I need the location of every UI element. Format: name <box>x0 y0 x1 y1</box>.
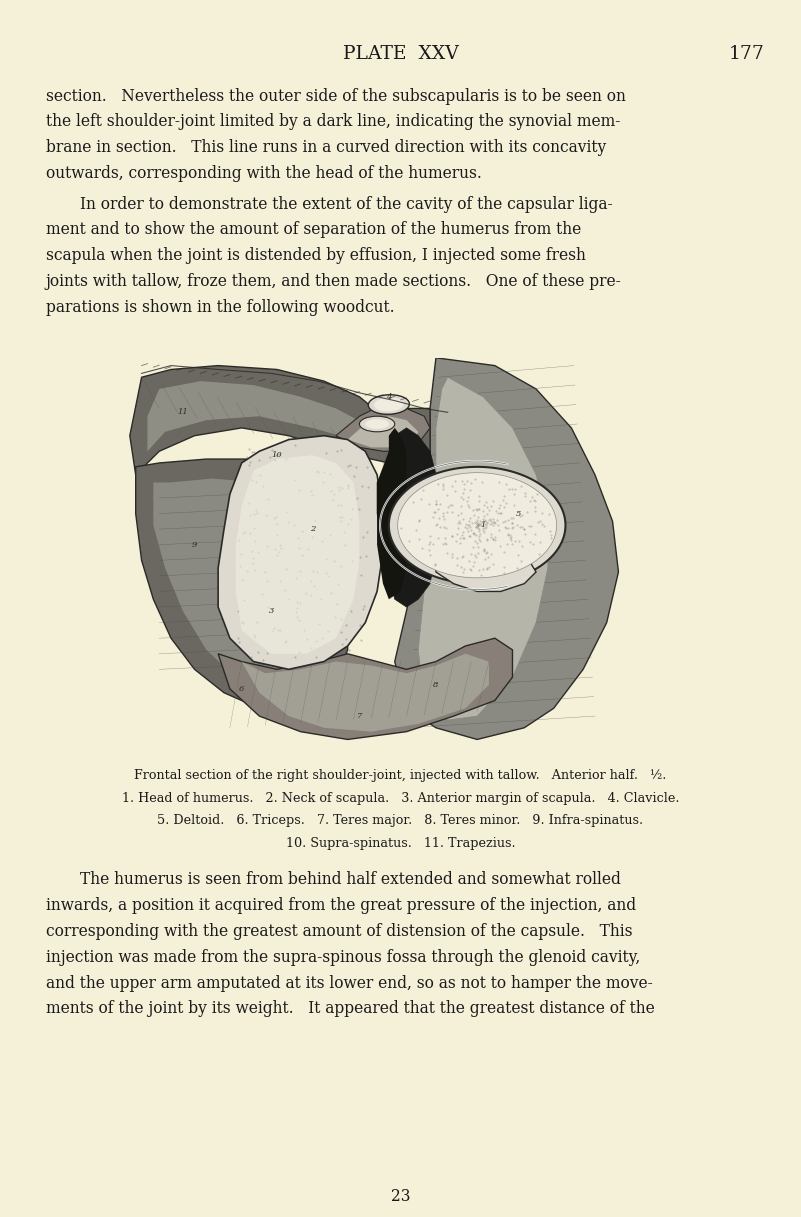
Polygon shape <box>348 416 418 448</box>
Text: Frontal section of the right shoulder-joint, injected with tallow.   Anterior ha: Frontal section of the right shoulder-jo… <box>135 769 666 783</box>
Text: 177: 177 <box>729 45 765 63</box>
Polygon shape <box>336 404 430 452</box>
Ellipse shape <box>360 416 395 432</box>
Polygon shape <box>418 377 548 720</box>
Text: scapula when the joint is distended by effusion, I injected some fresh: scapula when the joint is distended by e… <box>46 247 586 264</box>
Text: 1: 1 <box>481 521 485 529</box>
Text: 9: 9 <box>192 540 197 549</box>
Polygon shape <box>377 428 436 607</box>
Text: 4: 4 <box>386 393 392 400</box>
Text: 11: 11 <box>177 409 188 416</box>
Polygon shape <box>235 455 360 654</box>
Text: 10: 10 <box>272 452 283 459</box>
Polygon shape <box>395 358 618 740</box>
Text: ment and to show the amount of separation of the humerus from the: ment and to show the amount of separatio… <box>46 221 581 239</box>
Polygon shape <box>242 654 489 731</box>
Text: 5: 5 <box>516 510 521 517</box>
Text: 10. Supra-spinatus.   11. Trapezius.: 10. Supra-spinatus. 11. Trapezius. <box>286 837 515 849</box>
Text: injection was made from the supra-spinous fossa through the glenoid cavity,: injection was made from the supra-spinou… <box>46 949 640 966</box>
Text: 3: 3 <box>268 607 274 615</box>
Text: 2: 2 <box>310 526 315 533</box>
Text: outwards, corresponding with the head of the humerus.: outwards, corresponding with the head of… <box>46 166 481 183</box>
Text: the left shoulder-joint limited by a dark line, indicating the synovial mem-: the left shoulder-joint limited by a dar… <box>46 113 620 130</box>
Polygon shape <box>153 478 330 692</box>
Polygon shape <box>377 428 407 599</box>
Text: 6: 6 <box>239 685 244 692</box>
Polygon shape <box>218 638 513 740</box>
Polygon shape <box>397 472 557 578</box>
Text: 5. Deltoid.   6. Triceps.   7. Teres major.   8. Teres minor.   9. Infra-spinatu: 5. Deltoid. 6. Triceps. 7. Teres major. … <box>158 814 643 828</box>
Polygon shape <box>388 467 566 584</box>
Text: PLATE  XXV: PLATE XXV <box>343 45 458 63</box>
Polygon shape <box>147 381 418 452</box>
Text: parations is shown in the following woodcut.: parations is shown in the following wood… <box>46 299 394 316</box>
Polygon shape <box>218 436 383 669</box>
Text: corresponding with the greatest amount of distension of the capsule.   This: corresponding with the greatest amount o… <box>46 922 632 940</box>
Ellipse shape <box>374 398 404 411</box>
Text: brane in section.   This line runs in a curved direction with its concavity: brane in section. This line runs in a cu… <box>46 139 606 156</box>
Text: 1. Head of humerus.   2. Neck of scapula.   3. Anterior margin of scapula.   4. : 1. Head of humerus. 2. Neck of scapula. … <box>122 792 679 804</box>
Text: joints with tallow, froze them, and then made sections.   One of these pre-: joints with tallow, froze them, and then… <box>46 273 622 290</box>
Text: The humerus is seen from behind half extended and somewhat rolled: The humerus is seen from behind half ext… <box>80 871 621 888</box>
Text: 23: 23 <box>391 1188 410 1205</box>
Text: section.   Nevertheless the outer side of the subscapularis is to be seen on: section. Nevertheless the outer side of … <box>46 88 626 105</box>
Text: In order to demonstrate the extent of the cavity of the capsular liga-: In order to demonstrate the extent of th… <box>80 196 613 213</box>
Ellipse shape <box>365 419 388 428</box>
Text: 8: 8 <box>433 682 439 689</box>
Polygon shape <box>130 365 430 475</box>
Text: ments of the joint by its weight.   It appeared that the greatest distance of th: ments of the joint by its weight. It app… <box>46 1000 654 1017</box>
Polygon shape <box>135 459 348 708</box>
Text: and the upper arm amputated at its lower end, so as not to hamper the move-: and the upper arm amputated at its lower… <box>46 975 652 992</box>
Ellipse shape <box>368 394 409 414</box>
Text: inwards, a position it acquired from the great pressure of the injection, and: inwards, a position it acquired from the… <box>46 897 636 914</box>
Polygon shape <box>436 540 536 591</box>
Text: 7: 7 <box>356 712 362 720</box>
